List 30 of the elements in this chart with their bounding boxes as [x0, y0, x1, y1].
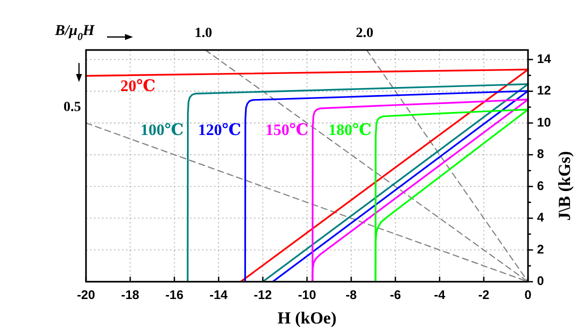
y-tick-label: 2: [537, 242, 544, 256]
y-tick-label: 10: [537, 115, 551, 130]
y-tick-label: 6: [537, 178, 544, 193]
series-label: 100℃: [140, 122, 184, 139]
x-axis-title: H (kOe): [277, 308, 337, 328]
x-tick-label: -16: [165, 288, 184, 302]
series-label: 150℃: [265, 122, 309, 139]
text: B/μ$_{0}$H: [54, 23, 96, 43]
x-tick-label: -6: [390, 288, 401, 302]
x-tick-label: -4: [434, 288, 446, 302]
y-tick-label: 14: [537, 52, 551, 66]
y-tick-label: 4: [537, 210, 544, 225]
x-tick-label: -18: [121, 288, 140, 302]
series-label: 120℃: [198, 122, 242, 139]
x-tick-label: -2: [478, 288, 490, 302]
x-tick-label: -10: [298, 288, 316, 302]
series-label: 0.5: [64, 100, 81, 116]
y-tick-label: 8: [537, 147, 544, 162]
y-tick-label: 0: [537, 274, 544, 288]
y-tick-label: 12: [537, 84, 551, 98]
series-label: 180℃: [328, 122, 372, 139]
series-label: 2.0: [356, 26, 374, 42]
x-tick-label: -12: [254, 288, 272, 302]
x-tick-label: -14: [210, 288, 228, 302]
series-label: 20℃: [120, 78, 156, 95]
series-label: 1.0: [194, 26, 212, 42]
x-tick-label: -8: [346, 288, 357, 302]
x-tick-label: -20: [76, 288, 96, 302]
y-axis-title: J\B (kGs): [554, 151, 574, 221]
x-tick-label: 0: [524, 288, 532, 302]
